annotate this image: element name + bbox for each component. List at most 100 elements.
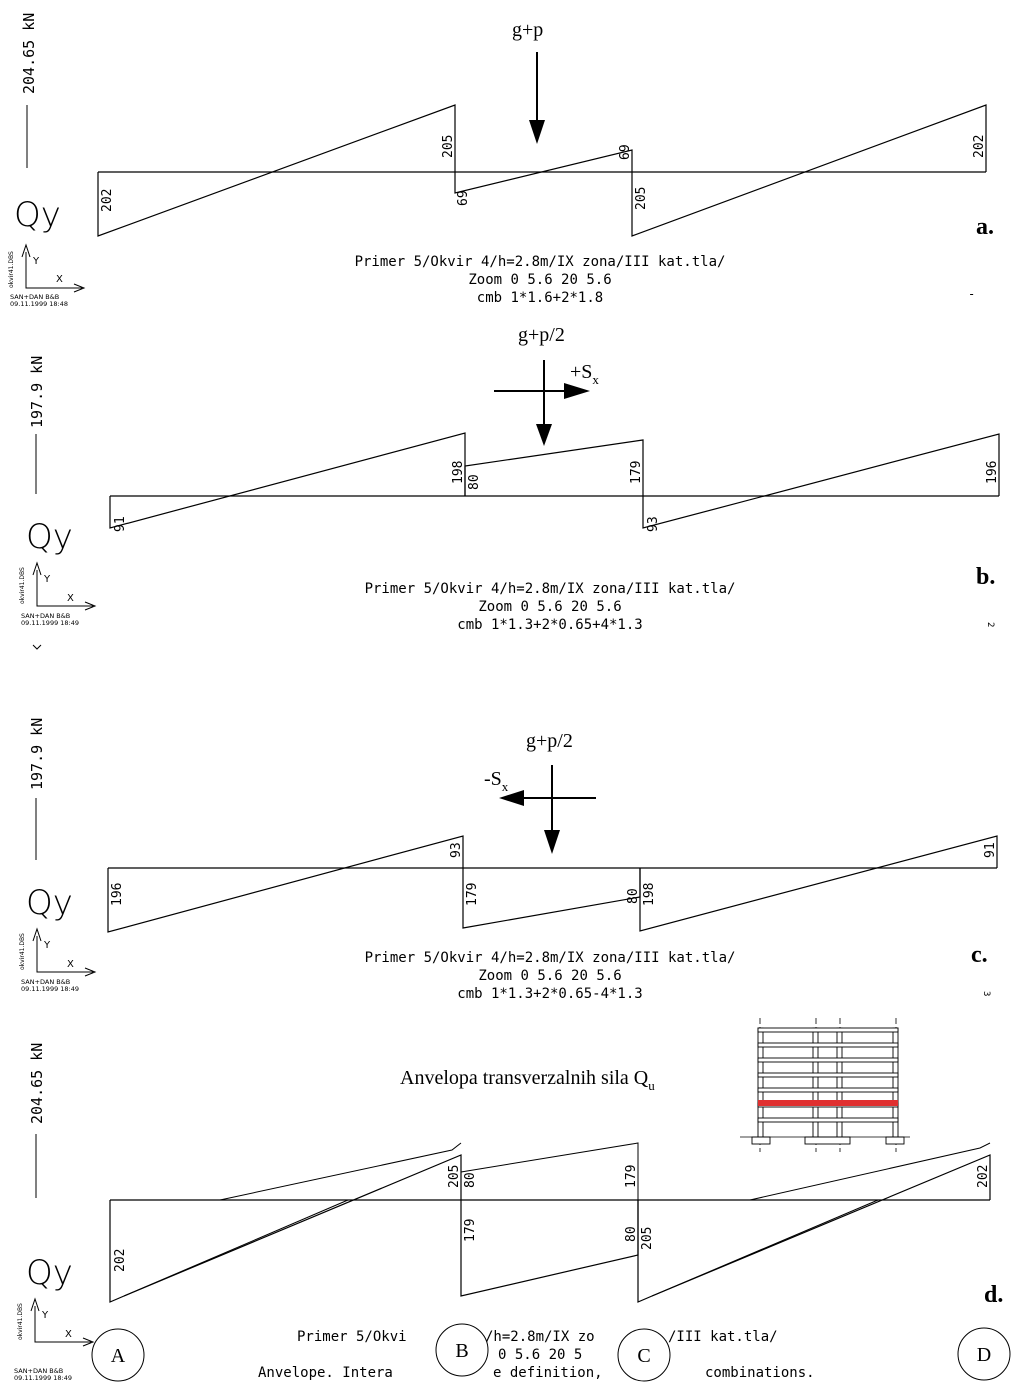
axis-arrow-y — [32, 927, 42, 942]
panel-letter: b. — [976, 564, 995, 590]
frame-elevation-thumbnail — [740, 1018, 910, 1152]
value-label: 69 — [456, 190, 471, 206]
value-label: 80 — [624, 1226, 639, 1242]
axis-circle — [957, 1327, 1011, 1381]
panel-c: 197.9 kN Qy 196 93 179 80 198 91 g+p/2 -… — [19, 718, 998, 1002]
envelope-span-3-min — [651, 1199, 879, 1297]
shear-diagram-span-2 — [454, 149, 633, 194]
shear-diagram-span-2 — [462, 868, 641, 929]
scale-label: 197.9 kN — [28, 356, 46, 428]
panel-letter: c. — [971, 942, 988, 968]
load-arrow-head — [536, 424, 552, 446]
corner-mark: 3 — [981, 991, 991, 996]
caption-line: Anvelope. Intera — [258, 1365, 393, 1381]
program-label: SAN+DAN B&B — [14, 1367, 63, 1375]
seismic-arrow-head — [564, 383, 590, 399]
axis-icon — [34, 1306, 91, 1343]
floor-beam — [757, 1057, 899, 1063]
floor-beam — [757, 1042, 899, 1048]
axis-arrow-y — [32, 561, 42, 576]
axis-arrow-y — [21, 243, 31, 258]
axis-marker-a: A — [91, 1328, 145, 1382]
axis-icon — [36, 936, 93, 973]
floor-beam — [757, 1117, 899, 1123]
file-label: okvir41.DBS — [17, 1303, 24, 1340]
caption-line: Zoom 0 5.6 20 5.6 — [478, 599, 621, 615]
scale-label: 204.65 kN — [28, 1043, 46, 1124]
axis-x-label: X — [67, 959, 74, 970]
load-label: g+p/2 — [518, 324, 565, 346]
caption-line: Zoom 0 5.6 20 5.6 — [478, 968, 621, 984]
program-label: SAN+DAN B&B — [21, 978, 70, 986]
corner-mark: 2 — [985, 622, 995, 627]
caption-line: 0 5.6 20 5 — [498, 1347, 582, 1363]
axis-y-label: Y — [43, 574, 51, 585]
value-label: 93 — [449, 842, 464, 858]
axis-circle-label: D — [977, 1344, 991, 1366]
axis-y-label: Y — [41, 1310, 49, 1321]
value-label: 202 — [113, 1249, 128, 1272]
axis-icon — [25, 252, 82, 289]
value-label: 202 — [976, 1165, 991, 1188]
axis-y-label: Y — [32, 256, 40, 267]
stray-mark — [32, 644, 42, 650]
axis-arrow-x — [73, 283, 86, 293]
panel-letter: a. — [976, 214, 994, 240]
envelope-span-1-max — [219, 1142, 462, 1201]
seismic-arrow-head — [499, 790, 524, 806]
caption-line: combinations. — [705, 1365, 815, 1381]
shear-diagram-span-1 — [97, 104, 456, 237]
axis-arrow-x — [84, 601, 97, 611]
file-label: okvir41.DBS — [19, 933, 26, 970]
axis-circle-label: A — [111, 1345, 126, 1367]
envelope-span-1-min — [123, 1199, 349, 1297]
axis-circle — [435, 1323, 489, 1377]
axis-symbol: Qy — [26, 883, 73, 923]
axis-circle-label: B — [455, 1340, 468, 1362]
value-label: 91 — [983, 842, 998, 858]
file-label: okvir41.DBS — [8, 251, 15, 288]
caption-line: cmb 1*1.6+2*1.8 — [477, 290, 603, 306]
caption-line: /h=2.8m/IX zo — [485, 1329, 595, 1345]
caption-line: /III kat.tla/ — [668, 1329, 778, 1345]
date-label: 09.11.1999 18:49 — [21, 985, 79, 993]
seismic-label: -Sx — [484, 768, 509, 794]
load-label: g+p — [512, 19, 543, 41]
shear-diagram-span-2 — [464, 439, 644, 496]
date-label: 09.11.1999 18:48 — [10, 300, 68, 308]
value-label: 80 — [467, 474, 482, 490]
caption-line: Primer 5/Okvir 4/h=2.8m/IX zona/III kat.… — [365, 581, 736, 597]
load-arrow-head — [544, 830, 560, 854]
scale-label: 197.9 kN — [28, 718, 46, 790]
value-label: 80 — [626, 888, 641, 904]
shear-diagram-span-1 — [109, 432, 466, 529]
program-stamp: okvir41.DBS Y X SAN+DAN B&B 09.11.1999 1… — [19, 927, 97, 993]
panel-d: 204.65 kN Qy 202 205 80 179 179 80 205 2… — [14, 1043, 1003, 1382]
load-label: g+p/2 — [526, 730, 573, 752]
program-stamp: okvir41.DBS Y X SAN+DAN B&B 09.11.1999 1… — [14, 1297, 95, 1382]
axis-marker-b: B — [435, 1323, 489, 1377]
axis-y-label: Y — [43, 940, 51, 951]
axis-circle — [91, 1328, 145, 1382]
date-label: 09.11.1999 18:49 — [14, 1374, 72, 1382]
value-label: 93 — [646, 516, 661, 532]
panel-b: 197.9 kN Qy 91 198 80 179 93 196 g+p/2 +… — [19, 324, 1000, 650]
axis-x-label: X — [56, 274, 63, 285]
shear-diagram-span-1 — [107, 835, 464, 933]
caption-line: Primer 5/Okvir 4/h=2.8m/IX zona/III kat.… — [365, 950, 736, 966]
program-stamp: okvir41.DBS Y X SAN+DAN B&B 09.11.1999 1… — [19, 561, 97, 627]
file-label: okvir41.DBS — [19, 567, 26, 604]
axis-marker-c: C — [617, 1328, 671, 1382]
axis-arrow-y — [30, 1297, 40, 1312]
seismic-label: +Sx — [570, 361, 599, 387]
value-label: 91 — [113, 516, 128, 532]
foundation — [885, 1136, 905, 1145]
value-label: 198 — [642, 883, 657, 906]
program-stamp: okvir41.DBS Y X SAN+DAN B&B 09.11.1999 1… — [8, 243, 86, 308]
date-label: 09.11.1999 18:49 — [21, 619, 79, 627]
envelope-span-2 — [460, 1200, 639, 1297]
caption-line: cmb 1*1.3+2*0.65+4*1.3 — [457, 617, 642, 633]
value-label: 179 — [624, 1165, 639, 1188]
value-label: 202 — [100, 189, 115, 212]
caption-line: Zoom 0 5.6 20 5.6 — [468, 272, 611, 288]
